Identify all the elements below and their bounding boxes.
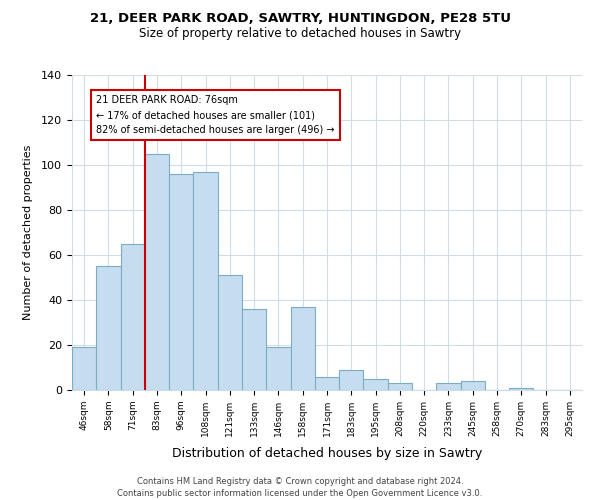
Bar (364, 379, 388, 390)
Bar (193, 172, 218, 390)
Text: 21, DEER PARK ROAD, SAWTRY, HUNTINGDON, PE28 5TU: 21, DEER PARK ROAD, SAWTRY, HUNTINGDON, … (89, 12, 511, 26)
Bar (96, 266, 121, 390)
Bar (509, 388, 533, 390)
Bar (339, 370, 364, 390)
Bar (266, 347, 290, 390)
Bar (242, 309, 266, 390)
Text: Size of property relative to detached houses in Sawtry: Size of property relative to detached ho… (139, 28, 461, 40)
Bar (461, 381, 485, 390)
Bar (145, 154, 169, 390)
Bar (436, 383, 461, 390)
Y-axis label: Number of detached properties: Number of detached properties (23, 145, 33, 320)
Bar (121, 244, 145, 390)
Bar (72, 347, 96, 390)
Text: Contains HM Land Registry data © Crown copyright and database right 2024.: Contains HM Land Registry data © Crown c… (137, 478, 463, 486)
X-axis label: Distribution of detached houses by size in Sawtry: Distribution of detached houses by size … (172, 447, 482, 460)
Bar (388, 383, 412, 390)
Text: Contains public sector information licensed under the Open Government Licence v3: Contains public sector information licen… (118, 489, 482, 498)
Bar (315, 376, 339, 390)
Bar (218, 275, 242, 390)
Text: 21 DEER PARK ROAD: 76sqm
← 17% of detached houses are smaller (101)
82% of semi-: 21 DEER PARK ROAD: 76sqm ← 17% of detach… (96, 95, 335, 135)
Bar (169, 174, 193, 390)
Bar (290, 306, 315, 390)
